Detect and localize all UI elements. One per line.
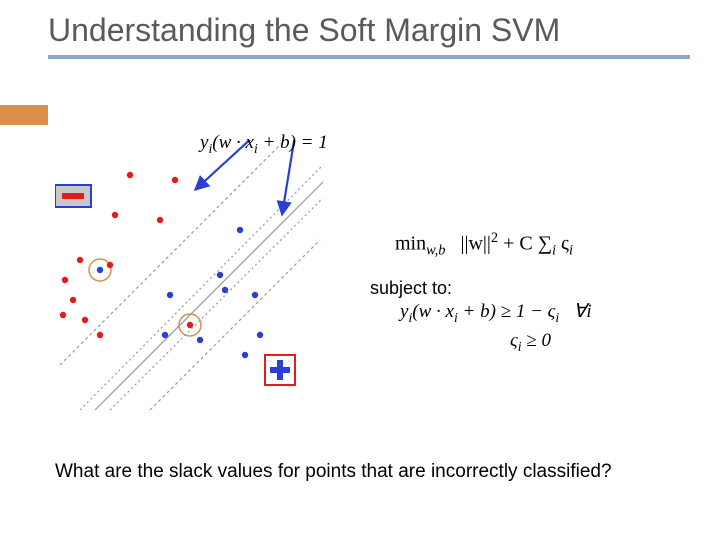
equation-constraint-1: yi(w · xi + b) ≥ 1 − ςi ∀i <box>400 300 592 326</box>
equation-constraint-2: ςi ≥ 0 <box>510 330 551 355</box>
accent-bar <box>0 105 48 125</box>
title-underline <box>48 55 690 59</box>
question-text: What are the slack values for points tha… <box>55 460 680 484</box>
svm-diagram <box>55 140 325 410</box>
equation-objective: minw,b ||w||2 + C ∑i ςi <box>395 230 573 260</box>
subject-to-label: subject to: <box>370 278 452 299</box>
equation-margin: yi(w · xi + b) = 1 <box>200 132 328 157</box>
page-title: Understanding the Soft Margin SVM <box>48 12 690 49</box>
